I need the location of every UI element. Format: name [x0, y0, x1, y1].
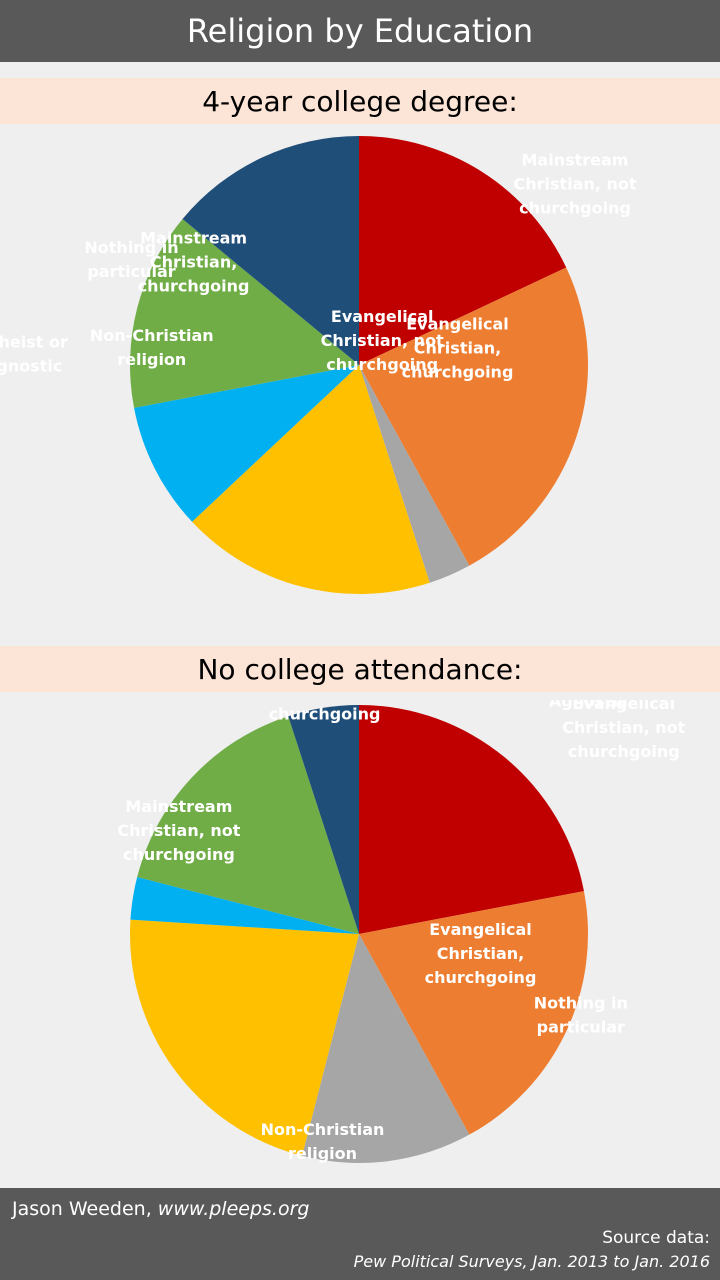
pie-slice-mainstream-christian-not-churchgoing — [192, 365, 430, 594]
slice-label-non-christian-religion: Non-Christian religion — [90, 326, 214, 369]
slice-label-mainstream-christian-not-churchgoing: Mainstream Christian, not churchgoing — [117, 797, 240, 864]
pie-slice-mainstream-christian-churchgoing — [359, 267, 589, 566]
pie-slice-evangelical-christian-not-churchgoing — [359, 365, 470, 583]
pie-slice-nothing-in-particular — [137, 716, 359, 934]
pie-slice-evangelical-christian-churchgoing — [359, 136, 567, 365]
slice-label-mainstream-christian-not-churchgoing: Mainstream Christian, not churchgoing — [513, 151, 636, 218]
pie-slice-atheist-or-agnostic — [182, 136, 359, 365]
author-line: Jason Weeden, www.pleeps.org — [12, 1198, 309, 1220]
slice-label-evangelical-christian-not-churchgoing: Evangelical Christian, not churchgoing — [321, 307, 444, 374]
pie-slice-non-christian-religion — [130, 877, 359, 934]
slice-label-evangelical-christian-churchgoing: Evangelical Christian, churchgoing — [425, 920, 537, 987]
pie-slice-non-christian-religion — [134, 365, 359, 522]
author-url[interactable]: www.pleeps.org — [157, 1198, 310, 1220]
slice-label-nothing-in-particular: Nothing in particular — [534, 994, 628, 1037]
pie-slice-mainstream-christian-churchgoing — [359, 891, 588, 1135]
footer: Jason Weeden, www.pleeps.org Source data… — [0, 1188, 720, 1280]
slice-label-evangelical-christian-not-churchgoing: Evangelical Christian, not churchgoing — [562, 700, 685, 761]
pie-slice-nothing-in-particular — [130, 219, 359, 408]
source-text: Pew Political Surveys, Jan. 2013 to Jan.… — [353, 1252, 710, 1271]
slice-label-evangelical-christian-churchgoing: Evangelical Christian, churchgoing — [402, 315, 514, 382]
slice-label-non-christian-religion: Non-Christian religion — [261, 1120, 385, 1163]
source-label: Source data: — [602, 1228, 710, 1248]
slice-label-atheist-or-agnostic: Atheist orAgnostic — [0, 332, 68, 375]
pie-title-no-college: No college attendance: — [0, 646, 720, 692]
pie-slice-mainstream-christian-not-churchgoing — [129, 919, 359, 1156]
slice-label-nothing-in-particular: Nothing in particular — [84, 238, 178, 281]
pie-slice-evangelical-christian-churchgoing — [359, 705, 584, 934]
slice-label-atheist-or-agnostic: Atheist orAgnostic — [544, 700, 633, 710]
page-title: Religion by Education — [0, 0, 720, 62]
author-name: Jason Weeden, — [12, 1198, 152, 1220]
pie-chart-college: Evangelical Christian, churchgoing Mainstre… — [0, 136, 637, 594]
pie-title-college: 4-year college degree: — [0, 78, 720, 124]
pie-slice-atheist-or-agnostic — [288, 705, 359, 934]
pie-slice-evangelical-christian-not-churchgoing — [302, 934, 470, 1164]
